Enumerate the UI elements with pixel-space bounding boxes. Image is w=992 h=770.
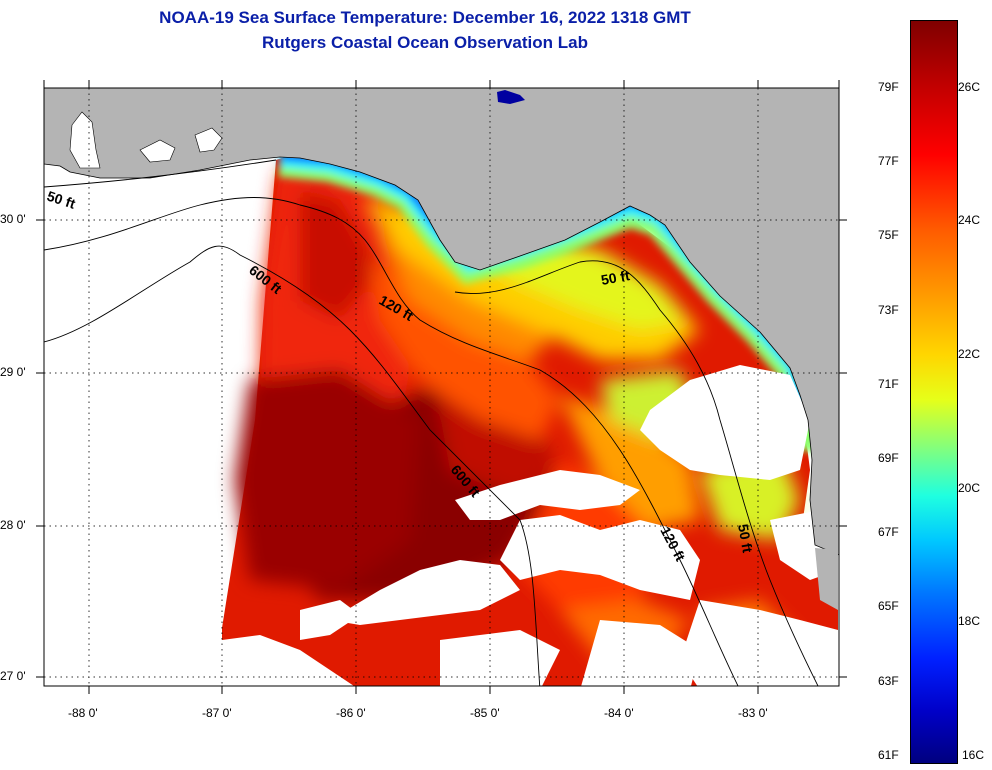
lat-label-27: 27 0'	[0, 669, 26, 683]
sst-swath	[222, 143, 838, 686]
title-line-2: Rutgers Coastal Ocean Observation Lab	[262, 33, 588, 52]
cbar-label-73f: 73F	[878, 303, 899, 317]
cbar-label-61f: 61F	[878, 748, 899, 762]
cbar-label-22c: 22C	[958, 347, 981, 361]
graticule	[44, 88, 839, 686]
cbar-label-67f: 67F	[878, 525, 899, 539]
title-line-1: NOAA-19 Sea Surface Temperature: Decembe…	[159, 8, 691, 27]
cbar-label-65f: 65F	[878, 599, 899, 613]
colorbar	[910, 20, 958, 764]
cbar-label-69f: 69F	[878, 451, 899, 465]
lon-label-88: -88 0'	[68, 706, 98, 720]
cbar-label-71f: 71F	[878, 377, 899, 391]
cbar-label-75f: 75F	[878, 228, 899, 242]
cloud-mask	[222, 365, 838, 686]
cbar-label-26c: 26C	[958, 80, 981, 94]
lat-label-28: 28 0'	[0, 518, 26, 532]
bathymetry-contours	[44, 159, 819, 686]
lon-label-87: -87 0'	[202, 706, 232, 720]
cbar-label-77f: 77F	[878, 154, 899, 168]
cbar-label-18c: 18C	[958, 614, 981, 628]
cbar-label-20c: 20C	[958, 481, 981, 495]
map-frame	[43, 87, 840, 687]
cbar-label-16c: 16C	[962, 748, 985, 762]
contour-label-50-south: 50 ft	[735, 523, 756, 554]
cbar-label-63f: 63F	[878, 674, 899, 688]
cbar-label-79f: 79F	[878, 80, 899, 94]
lon-label-86: -86 0'	[336, 706, 366, 720]
lat-label-30: 30 0'	[0, 212, 26, 226]
lon-label-83: -83 0'	[738, 706, 768, 720]
lon-label-84: -84 0'	[604, 706, 634, 720]
land	[44, 88, 839, 610]
lat-label-29: 29 0'	[0, 365, 26, 379]
cbar-label-24c: 24C	[958, 213, 981, 227]
lon-label-85: -85 0'	[470, 706, 500, 720]
contour-label-50-east: 50 ft	[600, 267, 631, 288]
axis-ticks	[36, 80, 847, 694]
